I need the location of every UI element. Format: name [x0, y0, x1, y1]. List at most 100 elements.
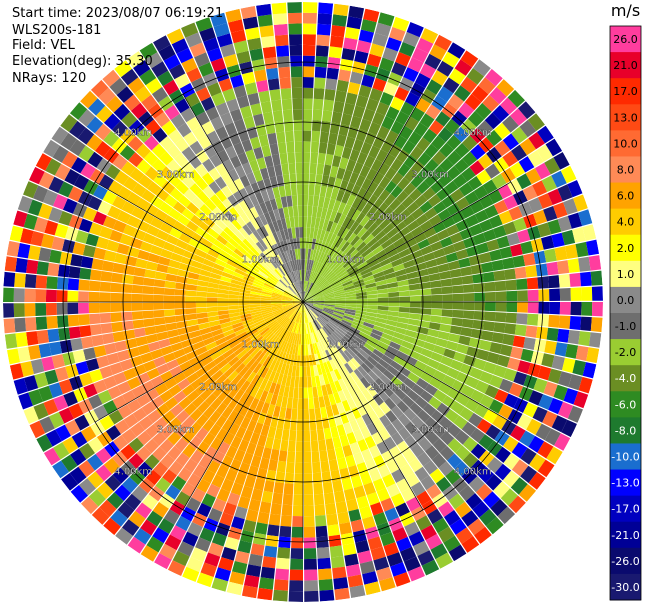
range-gate — [219, 317, 231, 325]
range-gate — [461, 536, 480, 553]
range-gate — [463, 302, 475, 311]
range-gate — [449, 325, 462, 335]
range-gate — [281, 302, 293, 305]
range-gate — [3, 271, 16, 287]
range-gate — [311, 260, 317, 272]
range-gate — [136, 393, 151, 407]
range-gate — [332, 357, 341, 369]
range-gate — [75, 361, 89, 375]
range-gate — [431, 302, 443, 309]
range-gate — [403, 67, 419, 82]
range-gate — [6, 348, 21, 365]
range-gate — [341, 477, 353, 491]
range-gate — [251, 313, 263, 319]
range-gate — [68, 186, 83, 202]
range-gate — [185, 308, 197, 315]
range-gate — [561, 229, 576, 246]
range-gate — [46, 315, 58, 329]
range-gate — [235, 215, 246, 228]
range-gate — [281, 504, 293, 516]
range-gate — [159, 438, 174, 454]
range-gate — [586, 239, 600, 256]
range-gate — [215, 126, 229, 140]
range-gate — [391, 61, 407, 77]
range-gate — [207, 248, 220, 259]
range-gate — [141, 380, 155, 394]
range-gate — [273, 482, 284, 494]
range-gate — [554, 433, 571, 451]
range-gate — [295, 441, 303, 452]
range-gate — [61, 454, 78, 472]
range-gate — [345, 304, 357, 308]
range-gate — [374, 321, 386, 329]
range-gate — [244, 342, 256, 353]
range-gate — [338, 378, 347, 390]
range-gate — [161, 180, 176, 195]
range-gate — [371, 328, 383, 337]
range-gate — [376, 522, 392, 536]
range-gate — [307, 322, 312, 334]
range-gate — [311, 308, 320, 317]
range-gate — [78, 218, 93, 233]
range-gate — [385, 106, 400, 121]
range-gate — [330, 370, 338, 382]
range-gate — [489, 375, 504, 389]
range-gate — [475, 102, 492, 120]
range-gate — [111, 120, 128, 138]
range-gate — [256, 323, 268, 332]
range-gate — [388, 306, 400, 312]
range-gate — [333, 288, 345, 294]
range-gate — [195, 302, 207, 308]
range-gate — [324, 88, 336, 101]
range-gate — [28, 345, 41, 360]
range-gate — [182, 531, 199, 547]
range-gate — [312, 320, 320, 331]
range-gate — [191, 77, 207, 92]
range-gate — [322, 373, 330, 385]
range-gate — [561, 419, 578, 438]
range-gate — [274, 349, 282, 361]
range-gate — [484, 204, 499, 219]
range-gate — [27, 245, 41, 261]
range-gate — [312, 386, 319, 398]
range-gate — [244, 324, 256, 332]
range-gate — [261, 490, 273, 504]
range-gate — [268, 370, 277, 382]
range-gate — [190, 547, 207, 563]
range-gate — [312, 290, 322, 297]
range-gate — [168, 129, 183, 144]
range-gate — [578, 256, 591, 272]
range-gate — [185, 296, 196, 302]
range-gate — [330, 426, 339, 439]
range-gate — [185, 284, 198, 291]
range-gate — [131, 485, 148, 502]
range-gate — [365, 526, 380, 540]
range-gate — [329, 35, 344, 48]
range-gate — [345, 302, 357, 305]
range-gate — [303, 366, 307, 377]
range-gate — [295, 294, 303, 302]
range-gate — [497, 184, 513, 199]
range-gate — [345, 409, 356, 422]
range-gate — [116, 86, 134, 103]
range-gate — [528, 472, 546, 490]
range-gate — [192, 512, 208, 528]
range-gate — [328, 534, 342, 547]
range-gate — [377, 293, 389, 298]
range-gate — [380, 139, 394, 154]
range-gate — [366, 308, 378, 314]
range-gate — [312, 293, 323, 299]
range-gate — [168, 208, 182, 221]
range-gate — [127, 77, 145, 94]
range-gate — [310, 216, 317, 228]
range-gate — [249, 293, 261, 298]
range-gate — [312, 305, 323, 311]
range-gate — [261, 266, 271, 275]
range-gate — [262, 447, 272, 460]
range-gate — [477, 153, 494, 169]
range-gate — [263, 315, 275, 322]
range-gate — [364, 435, 376, 449]
range-gate — [277, 351, 284, 362]
range-gate — [484, 311, 496, 322]
range-gate — [316, 163, 325, 175]
